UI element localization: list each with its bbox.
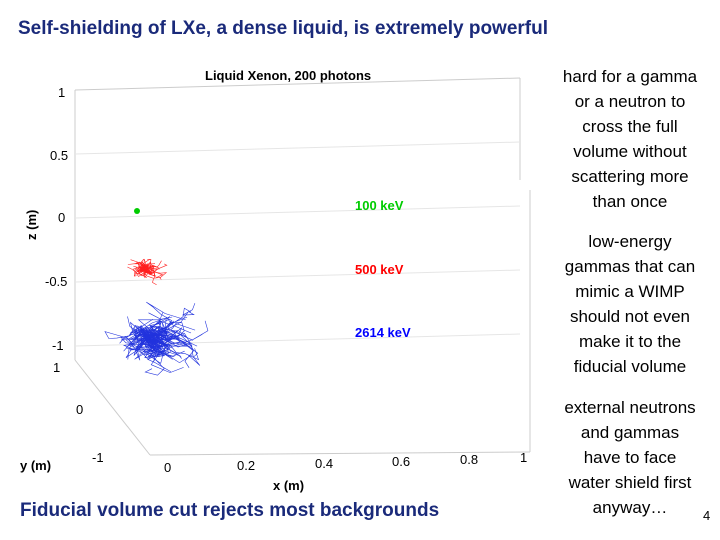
particle-track	[147, 319, 170, 337]
particle-track	[145, 301, 186, 336]
z-tick: 0.5	[50, 148, 68, 163]
note-line: fiducial volume	[573, 357, 687, 376]
point-100kev	[134, 208, 140, 214]
x-tick: 0.4	[315, 456, 333, 471]
particle-track	[120, 330, 154, 346]
x-tick: 0.2	[237, 458, 255, 473]
particle-track	[137, 271, 147, 278]
slide-title: Self-shielding of LXe, a dense liquid, i…	[18, 18, 549, 39]
z-tick: 0	[58, 210, 65, 225]
energy-label-2614kev: 2614 keV	[355, 325, 411, 340]
page-number: 4	[703, 508, 711, 523]
note-line: should not even	[569, 307, 691, 326]
x-axis-label: x (m)	[273, 478, 304, 493]
z-tick: 1	[58, 85, 65, 100]
particle-track	[127, 316, 149, 342]
z-tick: -1	[52, 338, 64, 353]
particle-track	[147, 322, 164, 340]
bottom-title: Fiducial volume cut rejects most backgro…	[20, 500, 440, 521]
particle-track	[148, 340, 182, 359]
note-line: have to face	[583, 448, 677, 467]
z-axis-label: z (m)	[24, 210, 39, 240]
particle-track	[147, 328, 188, 338]
note-line: hard for a gamma	[562, 67, 698, 86]
y-axis-label: y (m)	[20, 458, 51, 473]
particle-track	[122, 336, 148, 352]
x-tick: 1	[520, 450, 527, 465]
x-tick: 0	[164, 460, 171, 475]
particle-track	[146, 263, 168, 270]
note-line: than once	[592, 192, 668, 211]
particle-track	[147, 303, 196, 336]
particle-track	[146, 338, 157, 363]
particle-track	[120, 332, 150, 341]
particle-track	[149, 333, 163, 343]
particle-track	[129, 316, 173, 336]
energy-label-500kev: 500 keV	[355, 262, 404, 277]
particle-track	[137, 265, 147, 272]
particle-track	[144, 267, 160, 273]
x-tick: 0.6	[392, 454, 410, 469]
note-line: mimic a WIMP	[575, 282, 685, 301]
particle-track	[144, 271, 157, 286]
note-low-energy-gammas: low-energy gammas that can mimic a WIMP …	[540, 229, 720, 379]
particle-track	[137, 267, 144, 272]
y-tick: 0	[76, 402, 83, 417]
note-line: volume without	[573, 142, 687, 161]
particle-track	[150, 332, 201, 366]
tracks-2614kev	[104, 301, 209, 376]
note-line: or a neutron to	[574, 92, 686, 111]
note-line: gammas that can	[564, 257, 696, 276]
note-line: low-energy	[588, 232, 672, 251]
note-line: and gammas	[580, 423, 680, 442]
particle-track	[140, 261, 147, 269]
note-line: make it to the	[578, 332, 682, 351]
particle-track	[139, 327, 186, 346]
particle-track	[138, 261, 149, 268]
note-line: water shield first	[568, 473, 692, 492]
z-tick: -0.5	[45, 274, 67, 289]
particle-track	[137, 263, 144, 269]
particle-track	[144, 336, 185, 357]
plot-box-frame	[74, 77, 531, 456]
note-line: cross the full	[582, 117, 678, 136]
note-self-shielding: hard for a gamma or a neutron to cross t…	[540, 64, 720, 214]
tracks-500kev	[127, 258, 168, 286]
note-line: anyway…	[592, 498, 668, 517]
particle-track	[136, 336, 155, 361]
particle-track	[147, 337, 166, 348]
note-line: scattering more	[571, 167, 689, 186]
y-tick: 1	[53, 360, 60, 375]
particle-track	[138, 330, 147, 343]
energy-label-100kev: 100 keV	[355, 198, 404, 213]
particle-track	[145, 265, 158, 269]
figure-title: Liquid Xenon, 200 photons	[205, 68, 371, 83]
y-tick: -1	[92, 450, 104, 465]
particle-track	[145, 267, 164, 279]
particle-track	[139, 318, 153, 336]
x-tick: 0.8	[460, 452, 478, 467]
note-line: external neutrons	[564, 398, 696, 417]
particle-track	[104, 324, 147, 339]
plot-grid	[74, 141, 521, 347]
note-external-neutrons: external neutrons and gammas have to fac…	[540, 395, 720, 520]
